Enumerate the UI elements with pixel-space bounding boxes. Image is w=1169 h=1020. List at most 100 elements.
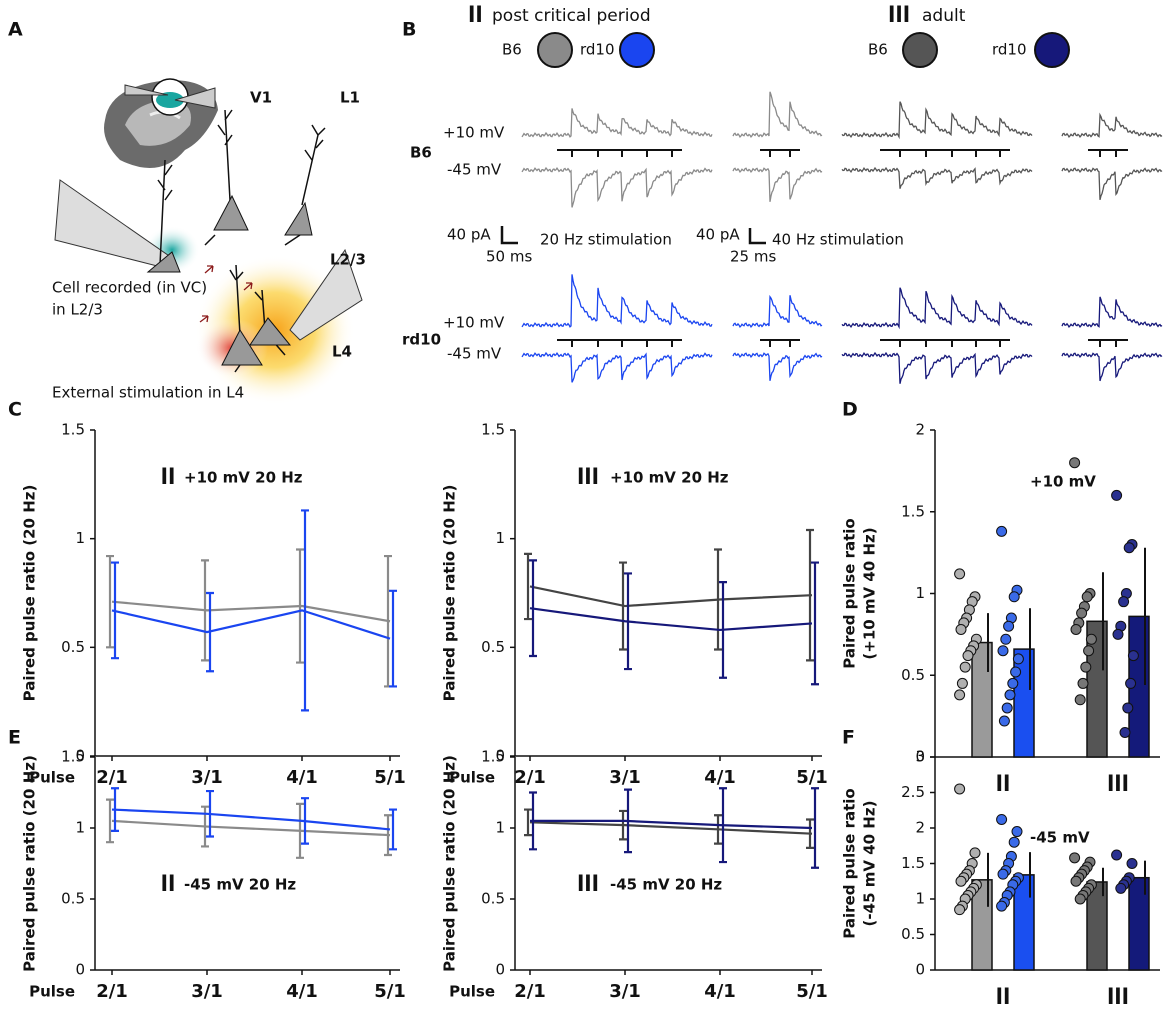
series-line	[111, 609, 391, 640]
data-point	[1126, 858, 1138, 869]
trace	[521, 166, 713, 208]
data-point	[955, 623, 967, 635]
y-axis-label: Paired pulse ratio (20 Hz)	[441, 755, 459, 972]
y-tick-label: 0.5	[901, 666, 925, 684]
annotation: +10 mV 20 Hz	[184, 469, 303, 487]
holding-label: -45 mV	[447, 345, 502, 363]
data-point	[1070, 623, 1082, 635]
group-mark: II	[161, 465, 176, 490]
label-cell: Cell recorded (in VC)	[52, 279, 207, 297]
data-point	[1069, 457, 1081, 469]
panel-label: B	[402, 19, 416, 41]
y-axis-label: (-45 mV 40 Hz)	[861, 801, 879, 927]
x-tick-label: III	[1107, 985, 1129, 1010]
legend-label: rd10	[580, 41, 615, 59]
data-point	[997, 868, 1009, 880]
x-axis-label: Pulse	[449, 983, 495, 1001]
x-tick-label: 5/1	[374, 981, 406, 1002]
label-stim: External stimulation in L4	[52, 384, 244, 402]
label-v1: V1	[250, 89, 272, 107]
data-point	[1003, 620, 1015, 632]
x-tick-label: 2/1	[96, 767, 128, 788]
y-tick-label: 0	[75, 747, 85, 765]
y-tick-label: 1.5	[901, 502, 925, 520]
trace	[841, 287, 1033, 330]
data-point	[1115, 882, 1127, 894]
data-point	[997, 645, 1009, 657]
data-point	[1004, 689, 1016, 701]
y-axis-label: (+10 mV 40 Hz)	[861, 527, 879, 659]
y-tick-label: 1	[915, 584, 925, 602]
trace	[732, 352, 823, 381]
trace	[1061, 352, 1163, 382]
x-tick-label: II	[996, 772, 1011, 797]
group-mark: III	[888, 3, 910, 28]
panel-a-illustration	[54, 78, 363, 405]
data-point	[1085, 633, 1097, 645]
data-point	[1123, 542, 1135, 554]
data-point	[996, 525, 1008, 537]
legend-swatch	[537, 32, 573, 68]
data-point	[996, 813, 1008, 825]
y-tick-label: 1.5	[481, 421, 505, 439]
annotation: +10 mV 20 Hz	[610, 469, 729, 487]
error-bar	[106, 554, 114, 649]
data-point	[1012, 653, 1024, 665]
label-l1: L1	[340, 89, 360, 107]
label-l4: L4	[332, 343, 352, 361]
scale-bar	[500, 226, 766, 245]
data-point	[1118, 596, 1130, 608]
y-tick-label: 0.5	[481, 638, 505, 656]
x-tick-label: 3/1	[191, 981, 223, 1002]
data-point	[1083, 645, 1095, 657]
x-tick-label: 3/1	[609, 767, 641, 788]
legend-swatch	[902, 32, 938, 68]
data-point	[1080, 661, 1092, 673]
trace	[841, 351, 1033, 384]
data-point	[1010, 666, 1022, 678]
trace	[732, 91, 823, 139]
holding-label: +10 mV	[443, 124, 505, 142]
data-point	[969, 847, 981, 859]
data-point	[1001, 702, 1013, 714]
y-tick-label: 2.5	[901, 783, 925, 801]
error-bar	[524, 808, 532, 837]
data-point	[954, 568, 966, 580]
data-point	[956, 677, 968, 689]
y-tick-label: 0	[75, 961, 85, 979]
trace	[732, 167, 823, 202]
legend-label: B6	[868, 41, 888, 59]
error-bar	[389, 589, 397, 688]
annotation: -45 mV 20 Hz	[610, 876, 722, 894]
y-axis-label: Paired pulse ratio (20 Hz)	[21, 755, 39, 972]
x-tick-label: 5/1	[796, 767, 828, 788]
group-mark: III	[577, 465, 599, 490]
y-axis-label: Paired pulse ratio (20 Hz)	[441, 485, 459, 702]
data-point	[996, 900, 1008, 912]
x-tick-label: 2/1	[96, 981, 128, 1002]
data-point	[1007, 677, 1019, 689]
y-axis-label: Paired pulse ratio	[841, 788, 859, 938]
y-tick-label: 1	[495, 819, 505, 837]
data-point	[1008, 591, 1020, 603]
data-point	[998, 715, 1010, 727]
error-bar	[811, 561, 819, 686]
trace	[841, 166, 1033, 189]
y-tick-label: 1.5	[901, 854, 925, 872]
x-tick-label: 4/1	[704, 981, 736, 1002]
x-tick-label: III	[1107, 772, 1129, 797]
y-tick-label: 1	[495, 529, 505, 547]
panel-label: D	[842, 399, 858, 421]
stim-label: 40 Hz stimulation	[772, 231, 904, 249]
panel-label: F	[842, 727, 855, 749]
series-line	[111, 819, 391, 837]
x-tick-label: II	[996, 985, 1011, 1010]
panel-label: E	[8, 727, 21, 749]
x-tick-label: 4/1	[286, 767, 318, 788]
trace	[732, 294, 823, 329]
data-point	[1125, 677, 1137, 689]
scale-amp: 40 pA	[696, 226, 740, 244]
stim-label: 20 Hz stimulation	[540, 231, 672, 249]
group-label: post critical period	[492, 6, 651, 26]
